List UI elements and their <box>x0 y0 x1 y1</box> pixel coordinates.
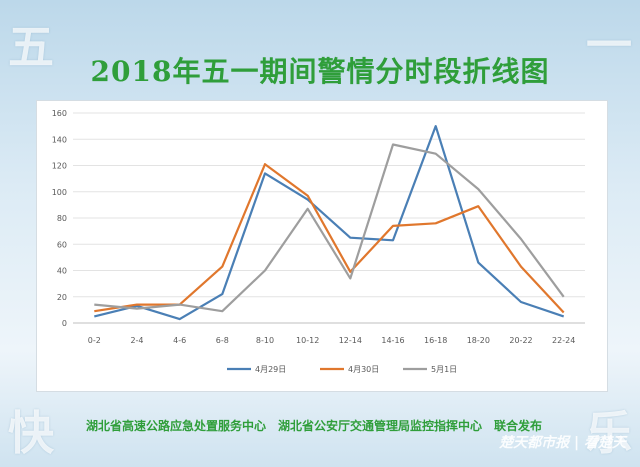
x-tick-label: 2-4 <box>130 336 143 345</box>
decor-char-le: 乐 <box>586 406 632 460</box>
publisher-footer: 湖北省高速公路应急处置服务中心 湖北省公安厅交通管理局监控指挥中心 联合发布 <box>86 419 543 433</box>
x-tick-label: 12-14 <box>339 336 362 345</box>
y-tick-label: 140 <box>52 135 67 144</box>
x-tick-label: 4-6 <box>173 336 186 345</box>
y-tick-label: 120 <box>52 162 67 171</box>
chart-title: 2018年五一期间警情分时段折线图 <box>90 55 550 88</box>
x-tick-label: 16-18 <box>424 336 447 345</box>
decor-char-yi: 一 <box>586 18 632 72</box>
y-tick-label: 100 <box>52 188 67 197</box>
y-tick-label: 160 <box>52 109 67 118</box>
x-tick-label: 10-12 <box>296 336 319 345</box>
y-tick-label: 60 <box>57 240 67 249</box>
x-tick-label: 14-16 <box>381 336 404 345</box>
legend-label: 5月1日 <box>431 365 457 374</box>
legend-label: 4月30日 <box>348 365 379 374</box>
decor-char-kuai: 快 <box>8 406 54 460</box>
legend-label: 4月29日 <box>255 365 286 374</box>
chart-panel: 0 20 40 60 80 100 120 140 160 0-2 2-4 4-6 6-8 8-10 10-… <box>36 100 608 392</box>
y-tick-label: 20 <box>57 293 67 302</box>
y-tick-label: 0 <box>62 319 67 328</box>
series-line <box>94 143 565 313</box>
watermark-logo: 楚天都市报 | 看楚天 <box>499 435 626 451</box>
y-tick-label: 80 <box>57 214 67 223</box>
y-tick-label: 40 <box>57 267 67 276</box>
decor-char-wu: 五 <box>8 20 54 74</box>
x-tick-label: 20-22 <box>509 336 532 345</box>
line-chart: 0 20 40 60 80 100 120 140 160 0-2 2-4 4-6 6-8 8-10 10-… <box>52 109 585 374</box>
x-tick-label: 0-2 <box>88 336 101 345</box>
x-tick-label: 6-8 <box>216 336 229 345</box>
x-tick-label: 18-20 <box>467 336 490 345</box>
series-line <box>94 125 565 321</box>
x-tick-label: 8-10 <box>256 336 274 345</box>
x-tick-label: 22-24 <box>552 336 575 345</box>
series-line <box>94 163 565 314</box>
